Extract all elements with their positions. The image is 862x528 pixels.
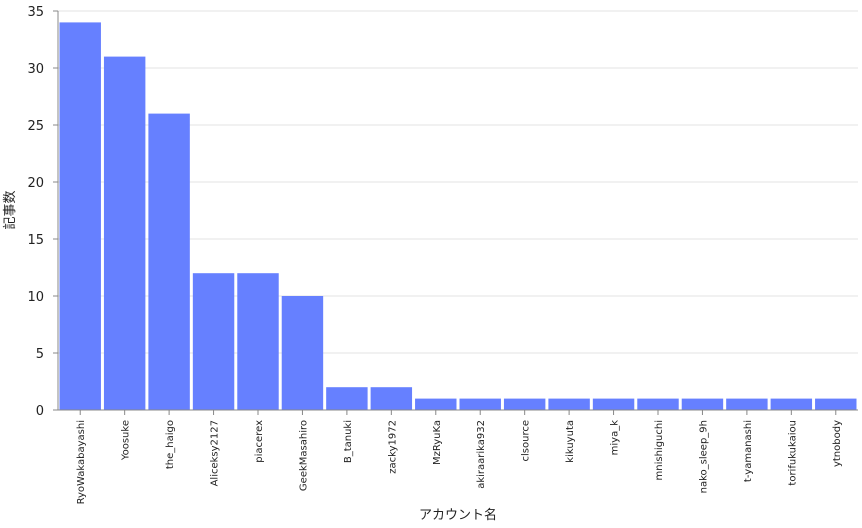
x-tick-label: MzRyuKa bbox=[432, 420, 443, 465]
x-tick-label: Aliceksy2127 bbox=[210, 420, 221, 486]
x-tick-label: GeekMasahiro bbox=[298, 420, 309, 491]
bar bbox=[148, 113, 190, 410]
bar bbox=[592, 398, 635, 410]
x-tick-label: t-yamanashi bbox=[743, 420, 754, 482]
bar bbox=[681, 398, 724, 410]
y-tick-label: 5 bbox=[36, 347, 44, 362]
x-tick-label: akiraarika932 bbox=[476, 420, 487, 489]
bar bbox=[415, 398, 457, 410]
bar bbox=[370, 387, 413, 410]
x-tick-label: clsource bbox=[521, 420, 532, 461]
bar bbox=[815, 398, 857, 410]
bar bbox=[548, 398, 590, 410]
y-tick-label: 0 bbox=[36, 404, 44, 419]
y-tick-label: 25 bbox=[27, 119, 44, 134]
bar bbox=[103, 56, 146, 410]
x-axis-title: アカウント名 bbox=[419, 507, 497, 523]
x-tick-label: miya_k bbox=[610, 420, 621, 456]
x-tick-label: zacky1972 bbox=[387, 420, 398, 474]
x-tick-label: the_haigo bbox=[165, 420, 176, 469]
x-tick-label: kikuyuta bbox=[565, 420, 576, 463]
x-tick-label: torifukukaiou bbox=[787, 420, 798, 486]
bar bbox=[59, 22, 101, 411]
y-tick-label: 15 bbox=[27, 233, 44, 248]
bar bbox=[326, 387, 368, 410]
y-tick-label: 20 bbox=[27, 176, 44, 191]
bar bbox=[770, 398, 813, 410]
x-tick-label: nako_sleep_9h bbox=[698, 420, 709, 493]
bar bbox=[459, 398, 501, 410]
y-tick-label: 35 bbox=[27, 5, 44, 20]
x-tick-label: mnishiguchi bbox=[654, 420, 665, 480]
bar bbox=[726, 398, 768, 410]
x-tick-label: B_tanuki bbox=[343, 420, 354, 463]
y-tick-label: 10 bbox=[27, 290, 44, 305]
bar bbox=[637, 398, 679, 410]
x-tick-label: Yoosuke bbox=[121, 420, 132, 461]
bar bbox=[192, 273, 235, 410]
y-tick-label: 30 bbox=[27, 62, 44, 77]
x-tick-label: ytnobody bbox=[832, 420, 843, 467]
x-tick-label: RyoWakabayashi bbox=[76, 420, 87, 504]
bar bbox=[281, 296, 324, 410]
y-axis-title: 記事数 bbox=[2, 190, 18, 229]
bar bbox=[503, 398, 546, 410]
x-tick-label: piacerex bbox=[254, 420, 265, 463]
bar bbox=[237, 273, 279, 410]
